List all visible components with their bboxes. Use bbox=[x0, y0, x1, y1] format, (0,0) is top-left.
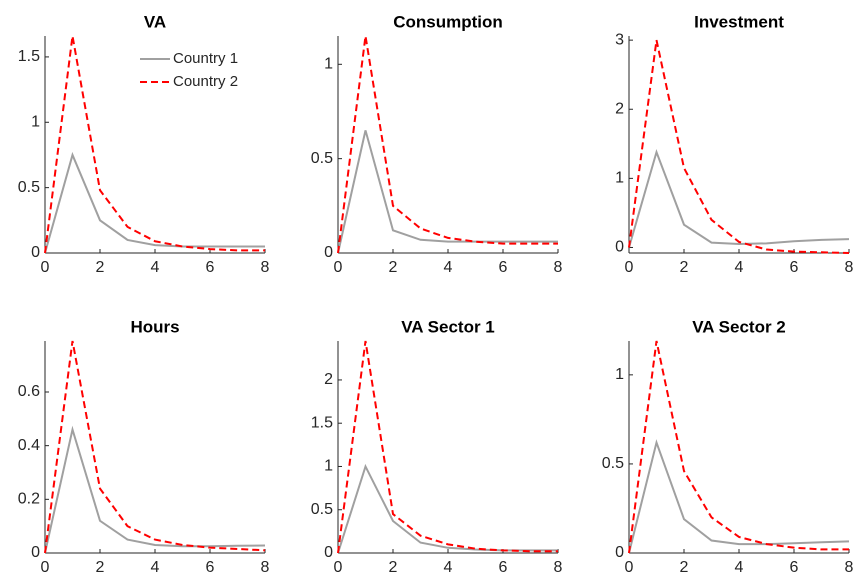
series-line bbox=[628, 39, 850, 254]
x-tick-label: 6 bbox=[206, 559, 215, 576]
x-tick-label: 4 bbox=[444, 259, 453, 276]
series-line bbox=[44, 35, 265, 254]
x-tick-label: 2 bbox=[389, 559, 398, 576]
series-line bbox=[628, 148, 850, 248]
x-tick-label: 4 bbox=[151, 559, 160, 576]
subplot-title: VA Sector 1 bbox=[401, 317, 495, 336]
subplot-title: Hours bbox=[130, 317, 179, 336]
x-tick-label: 6 bbox=[790, 259, 799, 276]
series-line bbox=[337, 35, 558, 254]
y-tick-label: 1 bbox=[324, 56, 333, 73]
y-tick-label: 1 bbox=[615, 366, 624, 383]
x-tick-label: 0 bbox=[625, 259, 634, 276]
y-tick-label: 1.5 bbox=[18, 48, 40, 65]
y-tick-label: 0 bbox=[324, 544, 333, 561]
x-tick-label: 8 bbox=[554, 559, 563, 576]
y-tick-label: 1.5 bbox=[311, 414, 333, 431]
y-tick-label: 3 bbox=[615, 31, 624, 48]
y-tick-label: 0.4 bbox=[18, 437, 40, 454]
x-tick-label: 0 bbox=[41, 259, 50, 276]
x-tick-label: 8 bbox=[261, 559, 270, 576]
x-tick-label: 8 bbox=[845, 259, 854, 276]
x-tick-label: 2 bbox=[96, 259, 105, 276]
y-tick-label: 1 bbox=[615, 170, 624, 187]
legend-label: Country 1 bbox=[173, 50, 238, 67]
series-line bbox=[628, 340, 849, 554]
series-line bbox=[337, 340, 558, 554]
y-tick-label: 1 bbox=[31, 113, 40, 130]
y-tick-label: 0 bbox=[324, 244, 333, 261]
x-tick-label: 8 bbox=[845, 559, 854, 576]
x-tick-label: 2 bbox=[680, 259, 689, 276]
x-tick-label: 2 bbox=[680, 559, 689, 576]
y-tick-label: 0.2 bbox=[18, 491, 40, 508]
y-tick-label: 0 bbox=[615, 544, 624, 561]
x-tick-label: 0 bbox=[41, 559, 50, 576]
series-line bbox=[44, 425, 266, 554]
x-tick-label: 2 bbox=[96, 559, 105, 576]
series-line bbox=[337, 463, 558, 554]
y-tick-label: 0 bbox=[615, 239, 624, 256]
y-tick-label: 0.5 bbox=[602, 455, 624, 472]
x-tick-label: 0 bbox=[334, 259, 343, 276]
x-tick-label: 4 bbox=[735, 559, 744, 576]
legend-label: Country 2 bbox=[173, 73, 238, 90]
y-tick-label: 0.5 bbox=[18, 179, 40, 196]
x-tick-label: 6 bbox=[206, 259, 215, 276]
x-tick-label: 6 bbox=[499, 259, 508, 276]
y-tick-label: 0.6 bbox=[18, 383, 40, 400]
subplot-title: Investment bbox=[694, 12, 784, 31]
x-tick-label: 6 bbox=[790, 559, 799, 576]
x-tick-label: 4 bbox=[735, 259, 744, 276]
x-tick-label: 2 bbox=[389, 259, 398, 276]
series-line bbox=[44, 151, 265, 254]
subplot-title: Consumption bbox=[393, 12, 503, 31]
y-tick-label: 0.5 bbox=[311, 150, 333, 167]
subplot-title: VA Sector 2 bbox=[692, 317, 786, 336]
subplot-title: VA bbox=[144, 12, 166, 31]
series-line bbox=[337, 130, 558, 254]
legend-box bbox=[135, 46, 260, 96]
x-tick-label: 4 bbox=[151, 259, 160, 276]
series-line bbox=[628, 439, 850, 554]
y-tick-label: 2 bbox=[324, 371, 333, 388]
x-tick-label: 0 bbox=[334, 559, 343, 576]
y-tick-label: 2 bbox=[615, 100, 624, 117]
x-tick-label: 8 bbox=[261, 259, 270, 276]
x-tick-label: 8 bbox=[554, 259, 563, 276]
y-tick-label: 0 bbox=[31, 544, 40, 561]
x-tick-label: 0 bbox=[625, 559, 634, 576]
y-tick-label: 1 bbox=[324, 458, 333, 475]
x-tick-label: 4 bbox=[444, 559, 453, 576]
y-tick-label: 0.5 bbox=[311, 501, 333, 518]
x-tick-label: 6 bbox=[499, 559, 508, 576]
y-tick-label: 0 bbox=[31, 244, 40, 261]
series-line bbox=[44, 340, 266, 554]
